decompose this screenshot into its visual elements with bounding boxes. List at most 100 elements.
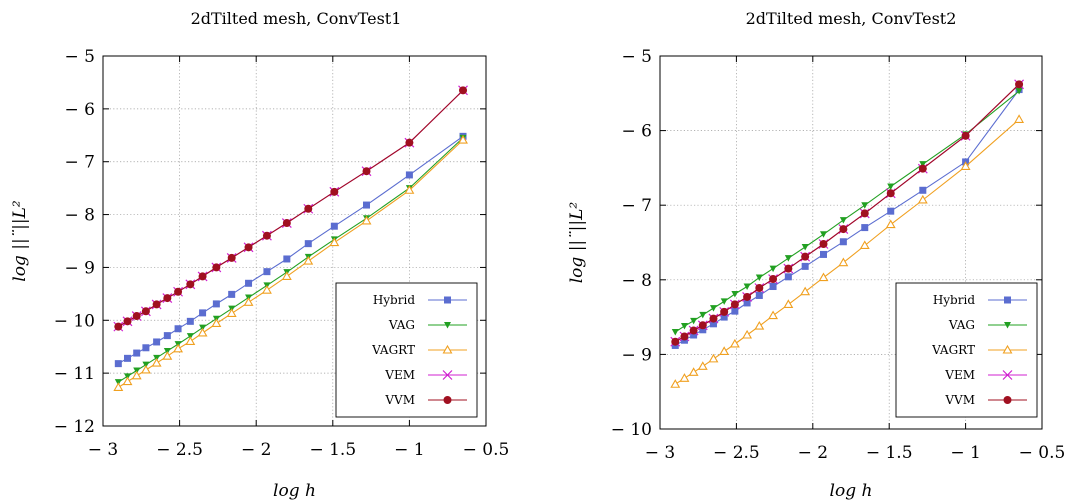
- x-axis-label: log h: [830, 481, 873, 501]
- y-tick-label: − 6: [65, 100, 95, 120]
- legend-swatch-marker: [444, 322, 451, 329]
- data-point-vvm: [262, 231, 271, 240]
- data-point-hybrid: [263, 268, 271, 276]
- y-axis-label: log ||¨||L²: [567, 202, 587, 284]
- data-point-vagrt: [885, 219, 896, 229]
- legend-swatch-marker: [444, 296, 451, 304]
- data-point-hybrid: [709, 320, 717, 328]
- data-point-vvm: [819, 239, 828, 248]
- data-point-vag: [731, 290, 739, 298]
- series-vvm: [114, 86, 468, 331]
- legend-label: VEM: [384, 368, 415, 382]
- data-point-vvm: [362, 167, 371, 176]
- data-point-vagrt: [768, 310, 779, 320]
- data-point-vag: [690, 317, 698, 325]
- y-tick-label: − 12: [54, 417, 95, 437]
- legend-swatch-marker: [443, 396, 452, 404]
- data-point-vagrt: [670, 379, 681, 388]
- data-point-vvm: [212, 263, 221, 272]
- data-point-vvm: [132, 312, 141, 321]
- y-tick-label: − 10: [54, 311, 95, 331]
- data-point-hybrid: [819, 250, 827, 258]
- legend-entry: VEM: [384, 368, 467, 382]
- data-point-vagrt: [173, 343, 184, 353]
- legend: Hybrid VAG VAGRT VEM VVM: [895, 282, 1038, 418]
- data-point-hybrid: [186, 317, 194, 325]
- data-point-vagrt: [113, 382, 124, 391]
- data-point-hybrid: [801, 262, 809, 270]
- data-point-vvm: [755, 284, 764, 293]
- data-point-vag: [919, 161, 927, 168]
- data-point-vvm: [227, 253, 236, 262]
- y-tick-label: − 5: [65, 47, 95, 67]
- data-point-vagrt: [361, 215, 372, 225]
- data-point-vvm: [304, 204, 313, 213]
- data-point-vagrt: [708, 353, 719, 363]
- legend-label: VEM: [944, 368, 975, 382]
- y-tick-label: − 8: [65, 206, 95, 226]
- data-point-vvm: [330, 187, 339, 196]
- data-point-vvm: [198, 272, 207, 281]
- data-point-hybrid: [699, 326, 707, 334]
- data-point-vvm: [886, 189, 895, 198]
- data-point-vag: [1015, 88, 1023, 95]
- data-point-vagrt: [131, 370, 142, 380]
- series-group: [113, 85, 468, 391]
- legend-label: VVM: [384, 393, 415, 407]
- plot-frame: [102, 55, 487, 427]
- series-vvm: [671, 80, 1024, 346]
- data-point-hybrid: [839, 238, 847, 246]
- data-point-vag: [784, 255, 792, 262]
- data-point-vvm: [680, 332, 689, 341]
- data-point-hybrid: [690, 331, 698, 339]
- legend-label: VAG: [388, 318, 415, 332]
- data-point-vvm: [282, 219, 291, 228]
- data-point-vvm: [405, 138, 414, 147]
- data-point-vagrt: [281, 271, 292, 280]
- data-point-vvm: [730, 300, 739, 309]
- series-vag: [671, 88, 1023, 336]
- data-point-vagrt: [458, 134, 468, 144]
- x-tick-label: − 0.5: [463, 440, 510, 460]
- data-point-vagrt: [719, 346, 730, 355]
- data-point-hybrid: [919, 186, 927, 194]
- data-point-vag: [769, 265, 777, 273]
- y-tick-label: − 10: [611, 420, 652, 440]
- data-point-vagrt: [754, 320, 765, 330]
- data-point-hybrid: [405, 171, 413, 179]
- legend-label: Hybrid: [373, 293, 416, 307]
- data-point-hybrid: [142, 344, 150, 352]
- data-point-hybrid: [114, 360, 122, 368]
- data-point-hybrid: [330, 222, 338, 230]
- data-point-hybrid: [743, 299, 751, 307]
- data-point-vagrt: [783, 299, 794, 308]
- data-point-hybrid: [283, 255, 291, 263]
- legend-entry: VAG: [948, 318, 1027, 332]
- data-point-vvm: [769, 275, 778, 284]
- x-tick-label: − 1: [950, 443, 980, 463]
- data-point-vvm: [141, 307, 150, 316]
- data-point-hybrid: [212, 300, 220, 308]
- data-point-vvm: [839, 225, 848, 234]
- data-point-vag: [839, 217, 847, 224]
- series-vagrt: [113, 134, 468, 391]
- data-point-hybrid: [124, 354, 132, 362]
- data-point-vagrt: [261, 285, 272, 294]
- data-point-hybrid: [784, 273, 792, 281]
- x-tick-label: − 2: [798, 443, 828, 463]
- legend-label: Hybrid: [933, 293, 976, 307]
- data-point-vag: [720, 298, 728, 305]
- data-point-vagrt: [800, 286, 811, 296]
- series-group: [670, 79, 1025, 388]
- legend-swatch-marker: [1002, 370, 1013, 380]
- series-vagrt: [670, 114, 1025, 388]
- data-point-vvm: [743, 292, 752, 301]
- x-tick-label: − 3: [645, 443, 675, 463]
- data-point-vagrt: [122, 376, 133, 386]
- chart-title: 2dTilted mesh, ConvTest2: [746, 9, 957, 28]
- data-point-vvm: [152, 300, 161, 309]
- data-point-hybrid: [228, 290, 236, 298]
- x-tick-label: − 0.5: [1019, 443, 1066, 463]
- legend-entry: VAGRT: [931, 343, 1027, 357]
- data-point-vagrt: [404, 185, 415, 194]
